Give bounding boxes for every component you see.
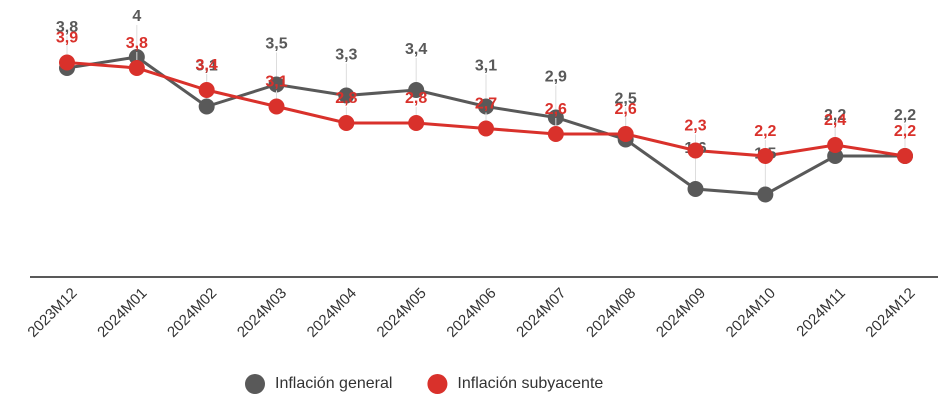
x-tick-label: 2024M07 bbox=[513, 285, 569, 341]
marker bbox=[757, 148, 774, 164]
legend-label: Inflación subyacente bbox=[457, 375, 603, 392]
data-label: 2,6 bbox=[615, 101, 637, 118]
marker bbox=[478, 98, 494, 115]
marker bbox=[59, 54, 75, 71]
data-label: 4 bbox=[132, 8, 141, 25]
data-label: 3,1 bbox=[475, 58, 497, 75]
marker bbox=[408, 82, 425, 98]
data-label: 2,4 bbox=[824, 112, 846, 129]
x-tick-label: 2024M06 bbox=[443, 285, 499, 341]
data-label: 3,3 bbox=[335, 47, 357, 64]
marker bbox=[268, 76, 285, 93]
data-label: 3,1 bbox=[265, 74, 287, 91]
data-label: 2,7 bbox=[475, 96, 497, 113]
marker bbox=[128, 60, 145, 76]
marker bbox=[897, 148, 913, 164]
x-tick-label: 2024M03 bbox=[234, 285, 290, 341]
marker bbox=[687, 181, 704, 197]
marker bbox=[408, 115, 425, 131]
marker bbox=[338, 115, 355, 131]
marker bbox=[617, 126, 634, 142]
marker bbox=[547, 109, 564, 126]
data-label: 3,1 bbox=[196, 58, 218, 75]
x-tick-label: 2024M05 bbox=[374, 285, 430, 341]
x-tick-label: 2024M04 bbox=[304, 285, 360, 341]
x-tick-label: 2024M08 bbox=[583, 285, 639, 341]
data-label: 2,2 bbox=[754, 123, 776, 140]
marker bbox=[198, 98, 215, 115]
marker bbox=[338, 87, 355, 104]
data-label: 2,6 bbox=[545, 101, 567, 118]
data-label: 3,8 bbox=[56, 19, 78, 36]
x-tick-label: 2024M01 bbox=[94, 285, 150, 341]
marker bbox=[687, 142, 704, 159]
data-label: 2,3 bbox=[684, 118, 706, 135]
data-label: 2,2 bbox=[894, 107, 916, 124]
x-tick-label: 2024M02 bbox=[164, 285, 220, 341]
legend-label: Inflación general bbox=[275, 375, 392, 392]
x-tick-label: 2023M12 bbox=[24, 285, 80, 341]
marker bbox=[547, 126, 564, 142]
x-tick-label: 2024M09 bbox=[653, 285, 709, 341]
data-label: 2,8 bbox=[405, 90, 427, 107]
x-tick-label: 2024M12 bbox=[862, 285, 918, 341]
marker bbox=[827, 148, 844, 164]
data-label: 2,2 bbox=[824, 107, 846, 124]
data-label: 3,4 bbox=[196, 57, 218, 74]
data-label: 2,2 bbox=[894, 123, 916, 140]
legend-marker bbox=[427, 374, 448, 394]
data-label: 2,5 bbox=[615, 91, 637, 108]
data-label: 2,9 bbox=[545, 69, 567, 86]
marker bbox=[198, 82, 215, 98]
marker bbox=[757, 186, 774, 203]
data-label: 3,9 bbox=[56, 30, 78, 47]
data-label: 3,8 bbox=[126, 35, 148, 52]
data-label: 3,4 bbox=[405, 41, 427, 58]
data-label: 3,5 bbox=[265, 36, 287, 53]
marker bbox=[478, 120, 494, 137]
marker bbox=[827, 137, 844, 153]
x-tick-label: 2024M10 bbox=[723, 285, 779, 341]
x-tick-label: 2024M11 bbox=[793, 285, 848, 340]
legend-marker bbox=[245, 374, 265, 394]
data-label: 2,8 bbox=[335, 90, 357, 107]
marker bbox=[268, 98, 285, 115]
